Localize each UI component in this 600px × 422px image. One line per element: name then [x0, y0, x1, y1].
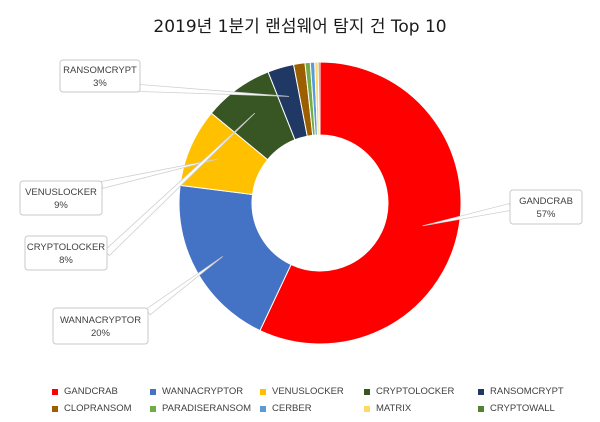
data-label-name-ransomcrypt: RANSOMCRYPT — [63, 65, 137, 76]
legend-item-ransomcrypt: RANSOMCRYPT — [478, 386, 588, 397]
callout-box-venuslocker — [19, 180, 103, 216]
legend-label-cerber: CERBER — [272, 403, 312, 414]
slice-cryptowall — [317, 61, 321, 136]
data-label-value-cryptolocker: 8% — [59, 255, 73, 266]
legend-item-clopransom: CLOPRANSOM — [52, 403, 150, 414]
legend-swatch-clopransom — [52, 405, 58, 412]
data-label-value-ransomcrypt: 3% — [93, 78, 107, 89]
legend-item-wannacryptor: WANNACRYPTOR — [150, 386, 260, 397]
legend-item-venuslocker: VENUSLOCKER — [260, 386, 364, 397]
legend-item-paradiseransom: PARADISERANSOM — [150, 403, 260, 414]
legend-item-cerber: CERBER — [260, 403, 364, 414]
legend-label-venuslocker: VENUSLOCKER — [272, 386, 344, 397]
data-label-value-venuslocker: 9% — [54, 200, 68, 211]
chart-title: 2019년 1분기 랜섬웨어 탐지 건 Top 10 — [153, 17, 447, 37]
legend-label-cryptowall: CRYPTOWALL — [490, 403, 555, 414]
legend-label-clopransom: CLOPRANSOM — [64, 403, 132, 414]
legend-swatch-gandcrab — [52, 388, 58, 395]
legend-swatch-venuslocker — [260, 388, 266, 395]
data-label-name-wannacryptor: WANNACRYPTOR — [60, 315, 141, 326]
legend-swatch-paradiseransom — [150, 405, 156, 412]
slice-wannacryptor — [178, 184, 292, 332]
legend-swatch-matrix — [364, 405, 370, 412]
legend-label-matrix: MATRIX — [376, 403, 412, 414]
legend-item-cryptowall: CRYPTOWALL — [478, 403, 588, 414]
legend-item-cryptolocker: CRYPTOLOCKER — [364, 386, 478, 397]
slice-gandcrab — [259, 61, 462, 345]
data-label-value-wannacryptor: 20% — [91, 328, 111, 339]
legend-swatch-cryptolocker — [364, 388, 370, 395]
legend-item-gandcrab: GANDCRAB — [52, 386, 150, 397]
legend-swatch-ransomcrypt — [478, 388, 484, 395]
legend-label-paradiseransom: PARADISERANSOM — [162, 403, 252, 414]
legend-swatch-wannacryptor — [150, 388, 156, 395]
data-label-name-gandcrab: GANDCRAB — [519, 196, 573, 207]
legend-swatch-cryptowall — [478, 405, 484, 412]
data-label-name-venuslocker: VENUSLOCKER — [25, 187, 97, 198]
legend-swatch-cerber — [260, 405, 266, 412]
data-label-name-cryptolocker: CRYPTOLOCKER — [27, 242, 105, 253]
legend-label-ransomcrypt: RANSOMCRYPT — [490, 386, 564, 397]
callout-box-wannacryptor — [52, 307, 149, 345]
callout-box-ransomcrypt — [59, 59, 141, 93]
data-label-value-gandcrab: 57% — [536, 209, 556, 220]
legend-item-matrix: MATRIX — [364, 403, 478, 414]
legend-label-wannacryptor: WANNACRYPTOR — [162, 386, 244, 397]
legend-label-gandcrab: GANDCRAB — [64, 386, 118, 397]
legend-label-cryptolocker: CRYPTOLOCKER — [376, 386, 455, 397]
callout-box-cryptolocker — [24, 235, 108, 271]
callout-box-gandcrab — [509, 189, 583, 225]
chart-legend: GANDCRAB WANNACRYPTOR VENUSLOCKER CRYPTOLOC… — [52, 386, 592, 414]
